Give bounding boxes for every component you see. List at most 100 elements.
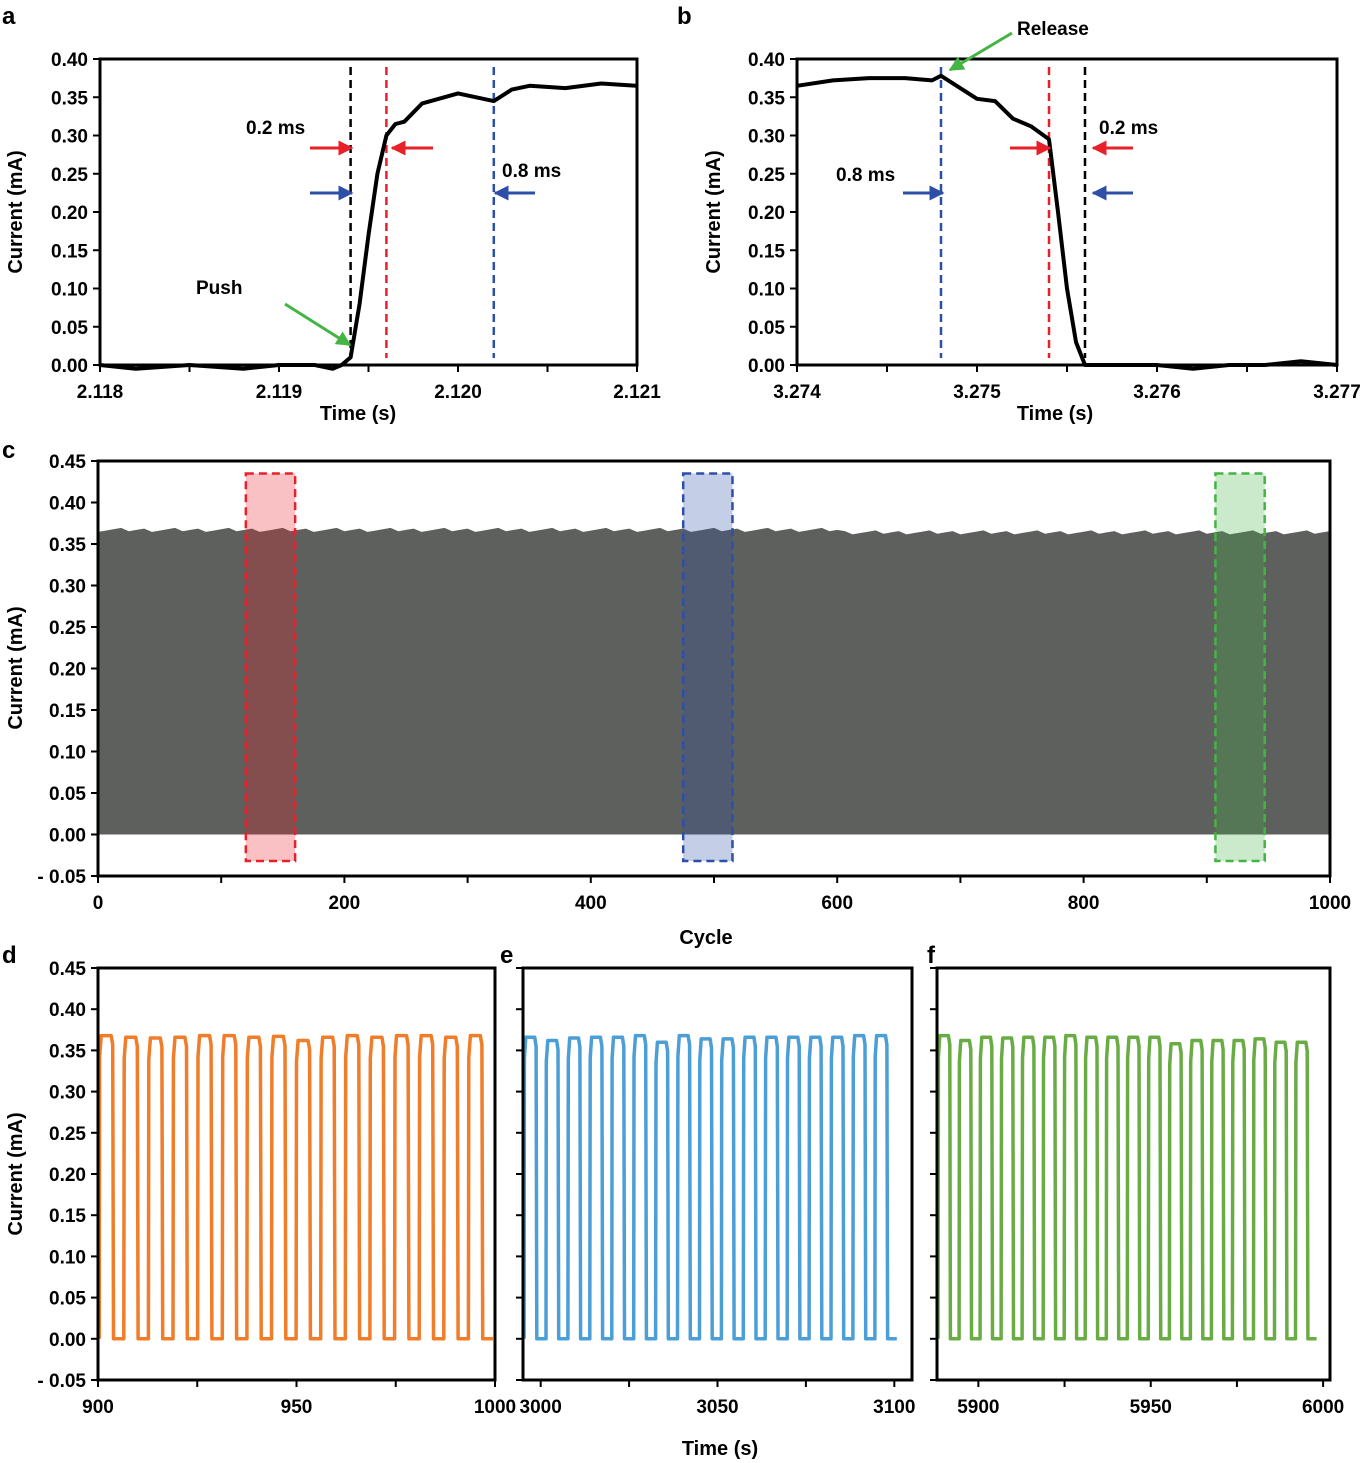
x-tick-label: 6000 bbox=[1302, 1397, 1344, 1418]
y-tick-label: 0.20 bbox=[748, 203, 785, 224]
y-tick-label: 0.30 bbox=[49, 1083, 86, 1104]
y-axis-label: Current (mA) bbox=[5, 1112, 27, 1235]
x-tick-label: 3.274 bbox=[773, 382, 821, 403]
x-tick-label: 2.119 bbox=[256, 382, 303, 403]
y-tick-label: - 0.05 bbox=[37, 1371, 86, 1392]
x-tick-label: 3.276 bbox=[1133, 382, 1181, 403]
x-tick-label: 900 bbox=[82, 1397, 114, 1418]
plot-frame bbox=[521, 966, 914, 1382]
y-tick-label: 0.20 bbox=[49, 1165, 86, 1186]
y-tick-label: 0.40 bbox=[51, 50, 88, 71]
y-tick-label: - 0.05 bbox=[37, 867, 86, 888]
x-axis-label: Time (s) bbox=[1017, 403, 1093, 425]
y-tick-label: 0.05 bbox=[49, 1289, 86, 1310]
x-tick-label: 200 bbox=[329, 893, 361, 914]
panel-label-a: a bbox=[2, 3, 16, 30]
chart-panel-a: 0.00 0.05 0.10 0.15 0.20 0.25 0.30 0.35 0.40 2.11… bbox=[5, 50, 661, 425]
y-tick-label: 0.15 bbox=[49, 701, 86, 722]
highlight-window-3 bbox=[1214, 472, 1266, 863]
y-tick-label: 0.15 bbox=[748, 241, 785, 262]
current-pulse-series bbox=[97, 1033, 493, 1341]
annotation-a-push: Push bbox=[196, 278, 242, 299]
y-tick-label: 0.15 bbox=[49, 1206, 86, 1227]
y-axis-label: Current (mA) bbox=[5, 150, 27, 273]
chart-panel-c: - 0.05 0.00 0.05 0.10 0.15 0.20 0.25 0.30 0.35 0.… bbox=[5, 452, 1351, 949]
current-pulse-series bbox=[936, 1033, 1317, 1341]
panel-label-c: c bbox=[2, 437, 15, 464]
y-tick-label: 0.10 bbox=[51, 280, 88, 301]
y-tick-label: 0.20 bbox=[49, 660, 86, 681]
y-tick-label: 0.40 bbox=[748, 50, 785, 71]
y-tick-label: 0.25 bbox=[51, 165, 88, 186]
y-tick-label: 0.35 bbox=[51, 88, 88, 109]
current-series-line bbox=[99, 81, 638, 371]
plot-frame bbox=[935, 966, 1332, 1382]
plot-frame bbox=[98, 57, 639, 367]
x-tick-label: 2.121 bbox=[613, 382, 661, 403]
plot-frame bbox=[96, 459, 1332, 878]
cycling-current-area bbox=[98, 527, 1330, 835]
x-tick-label: 3.277 bbox=[1313, 382, 1361, 403]
x-tick-label: 1000 bbox=[1309, 893, 1351, 914]
y-tick-label: 0.00 bbox=[49, 1330, 86, 1351]
x-tick-label: 3000 bbox=[520, 1397, 562, 1418]
y-tick-label: 0.25 bbox=[49, 1124, 86, 1145]
y-axis-label: Current (mA) bbox=[5, 606, 27, 729]
annotation-a-0.8ms: 0.8 ms bbox=[502, 161, 561, 182]
x-tick-label: 5900 bbox=[957, 1397, 999, 1418]
x-axis-label: Cycle bbox=[679, 927, 732, 949]
x-tick-label: 5950 bbox=[1130, 1397, 1172, 1418]
plot-frame bbox=[96, 966, 497, 1382]
panel-label-d: d bbox=[2, 942, 17, 969]
y-tick-label: 0.20 bbox=[51, 203, 88, 224]
x-tick-label: 800 bbox=[1068, 893, 1100, 914]
x-tick-label: 2.120 bbox=[434, 382, 482, 403]
y-tick-label: 0.45 bbox=[49, 452, 86, 473]
chart-panel-f: 5900 5950 6000 bbox=[930, 966, 1344, 1418]
y-tick-label: 0.10 bbox=[49, 1247, 86, 1268]
x-tick-label: 2.118 bbox=[77, 382, 124, 403]
y-tick-label: 0.05 bbox=[51, 318, 88, 339]
chart-panel-d: - 0.05 0.00 0.05 0.10 0.15 0.20 0.25 0.30 0.35 0.… bbox=[5, 959, 516, 1418]
y-tick-label: 0.30 bbox=[748, 127, 785, 148]
y-tick-label: 0.25 bbox=[49, 618, 86, 639]
panel-label-b: b bbox=[677, 3, 692, 30]
annotation-b-0.8ms: 0.8 ms bbox=[836, 165, 895, 186]
x-tick-label: 950 bbox=[281, 1397, 313, 1418]
y-tick-label: 0.00 bbox=[49, 826, 86, 847]
arrow-a-push bbox=[284, 302, 352, 347]
chart-panel-e: 3000 3050 3100 Time (s) bbox=[516, 966, 915, 1460]
y-tick-label: 0.35 bbox=[748, 88, 785, 109]
y-tick-label: 0.35 bbox=[49, 535, 86, 556]
y-tick-label: 0.30 bbox=[51, 127, 88, 148]
y-tick-label: 0.40 bbox=[49, 1000, 86, 1021]
panel-label-f: f bbox=[927, 942, 936, 969]
y-tick-label: 0.10 bbox=[748, 280, 785, 301]
annotation-b-0.2ms: 0.2 ms bbox=[1099, 118, 1158, 139]
highlight-window-2 bbox=[681, 472, 734, 863]
y-tick-label: 0.00 bbox=[51, 356, 88, 377]
y-tick-label: 0.05 bbox=[49, 784, 86, 805]
y-tick-label: 0.30 bbox=[49, 577, 86, 598]
y-tick-label: 0.45 bbox=[49, 959, 86, 980]
y-axis-label: Current (mA) bbox=[703, 150, 725, 273]
chart-panel-b: 0.00 0.05 0.10 0.15 0.20 0.25 0.30 0.35 0.40 3.27… bbox=[703, 50, 1361, 425]
current-pulse-series bbox=[522, 1033, 897, 1341]
x-tick-label: 600 bbox=[821, 893, 853, 914]
y-tick-label: 0.00 bbox=[748, 356, 785, 377]
annotation-b-release: Release bbox=[1017, 19, 1089, 40]
y-tick-label: 0.05 bbox=[748, 318, 785, 339]
highlight-window-1 bbox=[244, 472, 297, 863]
x-tick-label: 3050 bbox=[696, 1397, 738, 1418]
annotation-a-0.2ms: 0.2 ms bbox=[246, 118, 305, 139]
plot-frame bbox=[795, 57, 1339, 367]
x-axis-label: Time (s) bbox=[682, 1438, 758, 1460]
x-tick-label: 0 bbox=[93, 893, 104, 914]
current-series-line bbox=[796, 73, 1338, 371]
x-axis-label: Time (s) bbox=[320, 403, 396, 425]
y-tick-label: 0.10 bbox=[49, 743, 86, 764]
x-tick-label: 3100 bbox=[873, 1397, 915, 1418]
y-tick-label: 0.40 bbox=[49, 494, 86, 515]
x-tick-label: 400 bbox=[575, 893, 607, 914]
